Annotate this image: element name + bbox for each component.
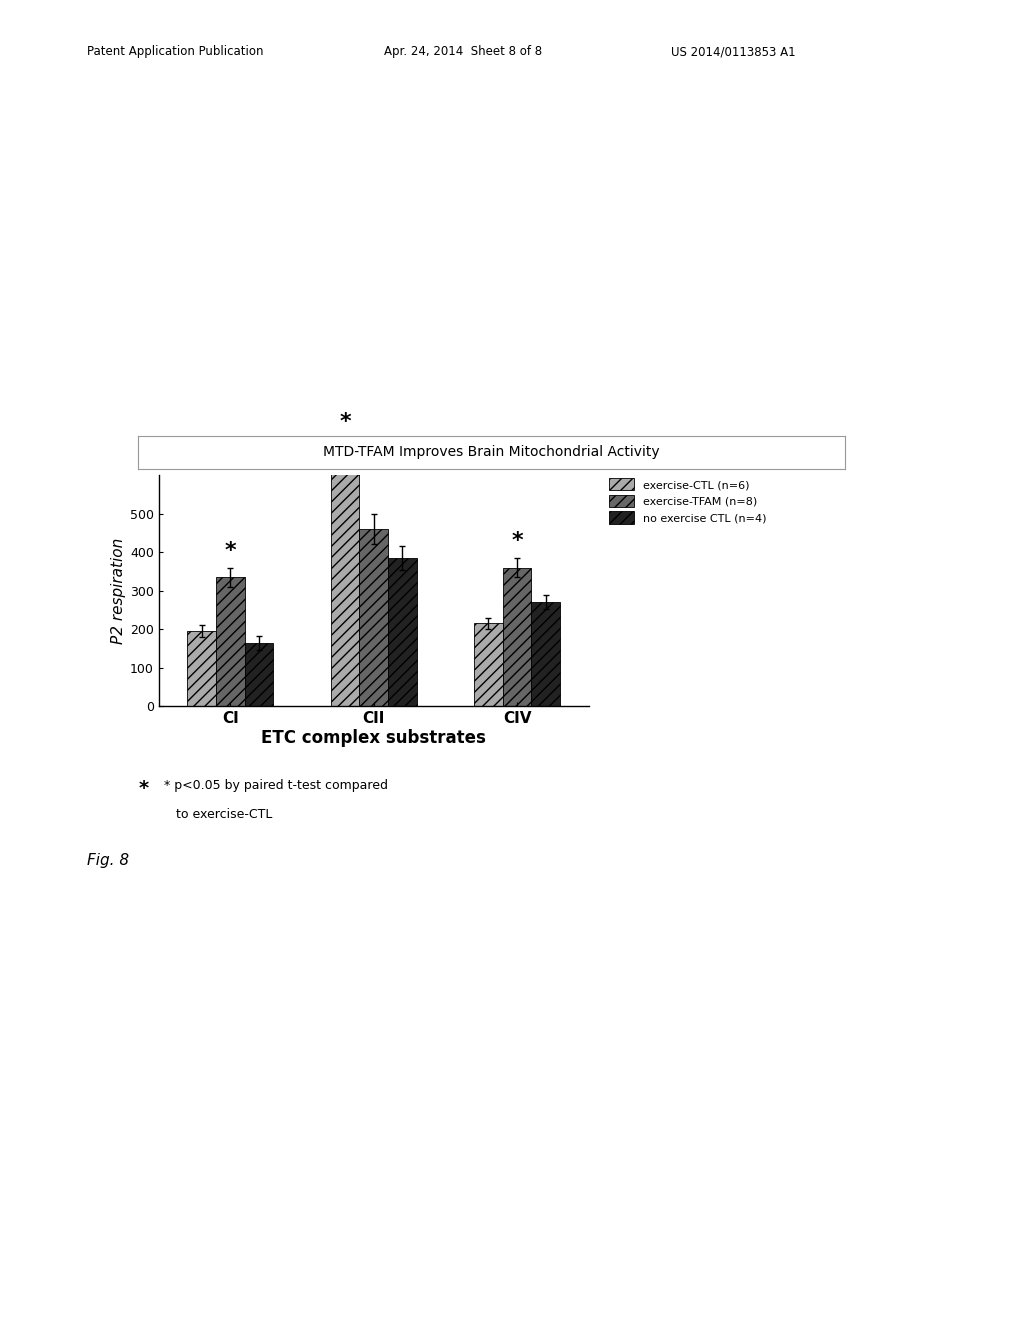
Text: *: * xyxy=(339,412,351,432)
Text: MTD-TFAM Improves Brain Mitochondrial Activity: MTD-TFAM Improves Brain Mitochondrial Ac… xyxy=(324,445,659,459)
Bar xyxy=(331,455,359,706)
Text: *: * xyxy=(138,779,148,797)
Text: Fig. 8: Fig. 8 xyxy=(87,853,129,867)
Legend: exercise-CTL (n=6), exercise-TFAM (n=8), no exercise CTL (n=4): exercise-CTL (n=6), exercise-TFAM (n=8),… xyxy=(607,477,769,525)
Text: *: * xyxy=(224,541,237,561)
Bar xyxy=(531,602,560,706)
Text: * p<0.05 by paired t-test compared: * p<0.05 by paired t-test compared xyxy=(164,779,388,792)
Y-axis label: P2 respiration: P2 respiration xyxy=(111,537,126,644)
Text: to exercise-CTL: to exercise-CTL xyxy=(164,808,272,821)
Bar xyxy=(503,568,531,706)
Text: Apr. 24, 2014  Sheet 8 of 8: Apr. 24, 2014 Sheet 8 of 8 xyxy=(384,45,542,58)
Bar xyxy=(216,577,245,706)
Bar xyxy=(359,529,388,706)
Bar xyxy=(187,631,216,706)
X-axis label: ETC complex substrates: ETC complex substrates xyxy=(261,729,486,747)
Bar xyxy=(474,623,503,706)
Bar xyxy=(388,558,417,706)
Text: Patent Application Publication: Patent Application Publication xyxy=(87,45,263,58)
Bar xyxy=(245,643,273,706)
Text: US 2014/0113853 A1: US 2014/0113853 A1 xyxy=(671,45,796,58)
Text: *: * xyxy=(511,531,523,550)
